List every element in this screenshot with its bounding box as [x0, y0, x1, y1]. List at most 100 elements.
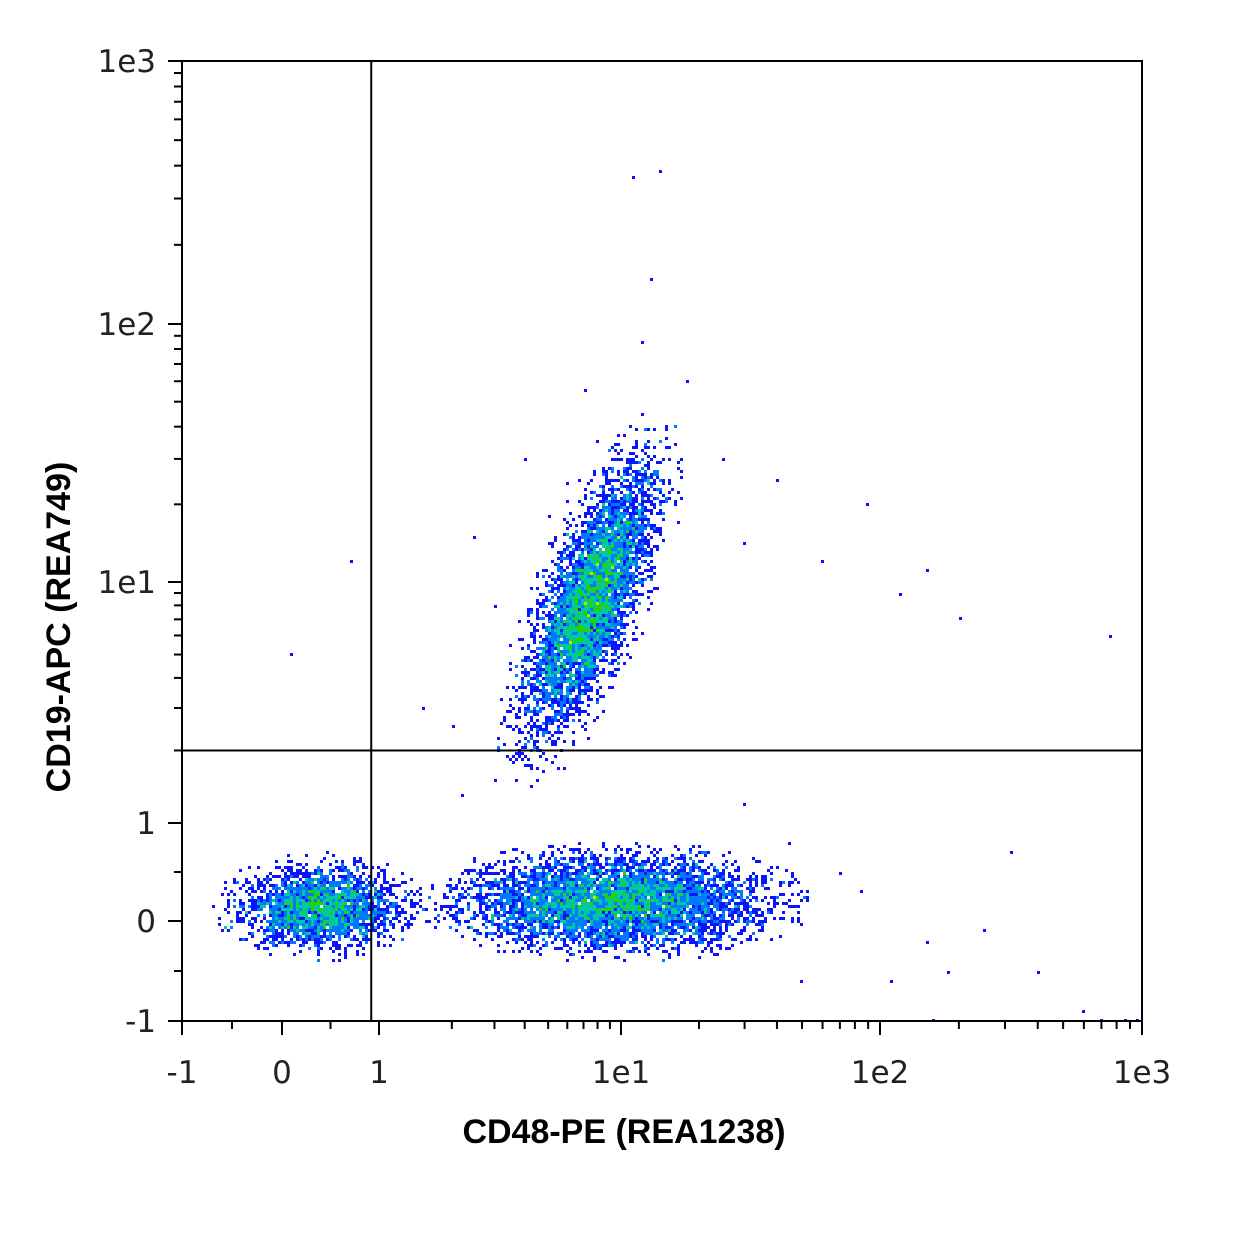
event-dot — [518, 686, 521, 689]
event-dot — [311, 881, 314, 884]
event-dot — [719, 875, 722, 878]
event-dot — [584, 851, 587, 854]
event-dot — [569, 902, 572, 905]
event-dot — [611, 617, 614, 620]
event-dot — [596, 518, 599, 521]
event-dot — [584, 929, 587, 932]
event-dot — [311, 926, 314, 929]
event-dot — [563, 893, 566, 896]
event-dot — [587, 650, 590, 653]
event-dot — [551, 869, 554, 872]
event-dot — [560, 695, 563, 698]
event-dot — [548, 719, 551, 722]
event-dot — [377, 944, 380, 947]
event-dot — [614, 545, 617, 548]
event-dot — [596, 572, 599, 575]
event-dot — [590, 626, 593, 629]
event-dot — [569, 620, 572, 623]
event-dot — [578, 560, 581, 563]
event-dot — [650, 863, 653, 866]
event-dot — [635, 884, 638, 887]
event-dot — [320, 878, 323, 881]
event-dot — [548, 617, 551, 620]
event-dot — [575, 593, 578, 596]
event-dot — [599, 659, 602, 662]
event-dot — [596, 578, 599, 581]
event-dot — [671, 488, 674, 491]
event-dot — [314, 902, 317, 905]
event-dot — [560, 857, 563, 860]
event-dot — [635, 521, 638, 524]
event-dot — [377, 890, 380, 893]
event-dot — [599, 593, 602, 596]
event-dot — [599, 500, 602, 503]
event-dot — [680, 857, 683, 860]
event-dot — [272, 923, 275, 926]
event-dot — [725, 920, 728, 923]
event-dot — [641, 506, 644, 509]
event-dot — [644, 491, 647, 494]
event-dot — [566, 719, 569, 722]
event-dot — [677, 491, 680, 494]
event-dot — [629, 551, 632, 554]
event-dot — [290, 860, 293, 863]
event-dot — [602, 920, 605, 923]
event-dot — [533, 932, 536, 935]
event-dot — [593, 908, 596, 911]
event-dot — [605, 902, 608, 905]
event-dot — [680, 917, 683, 920]
event-dot — [632, 881, 635, 884]
event-dot — [692, 899, 695, 902]
event-dot — [644, 539, 647, 542]
event-dot — [590, 854, 593, 857]
event-dot — [521, 872, 524, 875]
event-dot — [551, 887, 554, 890]
event-dot — [554, 740, 557, 743]
event-dot — [536, 575, 539, 578]
event-dot — [647, 482, 650, 485]
event-dot — [503, 881, 506, 884]
event-dot — [548, 716, 551, 719]
event-dot — [629, 500, 632, 503]
event-dot — [596, 656, 599, 659]
event-dot — [581, 599, 584, 602]
event-dot — [593, 662, 596, 665]
event-dot — [248, 920, 251, 923]
event-dot — [593, 575, 596, 578]
event-dot — [287, 908, 290, 911]
event-dot — [662, 950, 665, 953]
event-dot — [602, 494, 605, 497]
event-dot — [605, 638, 608, 641]
event-dot — [626, 566, 629, 569]
event-dot — [638, 533, 641, 536]
event-dot — [542, 605, 545, 608]
event-dot — [530, 764, 533, 767]
event-dot — [629, 464, 632, 467]
event-dot — [485, 896, 488, 899]
event-dot — [497, 923, 500, 926]
event-dot — [515, 884, 518, 887]
event-dot — [533, 935, 536, 938]
event-dot — [512, 890, 515, 893]
event-dot — [614, 650, 617, 653]
event-dot — [584, 641, 587, 644]
event-dot — [551, 584, 554, 587]
event-dot — [629, 932, 632, 935]
event-dot — [587, 896, 590, 899]
event-dot — [725, 947, 728, 950]
event-dot — [554, 755, 557, 758]
event-dot — [530, 944, 533, 947]
event-dot — [521, 647, 524, 650]
event-dot — [629, 488, 632, 491]
event-dot — [569, 896, 572, 899]
event-dot — [581, 710, 584, 713]
event-dot — [572, 539, 575, 542]
event-dot — [554, 668, 557, 671]
event-dot — [713, 902, 716, 905]
event-dot — [515, 758, 518, 761]
event-dot — [629, 950, 632, 953]
event-dot — [584, 638, 587, 641]
event-dot — [533, 740, 536, 743]
event-dot — [608, 533, 611, 536]
event-dot — [617, 941, 620, 944]
